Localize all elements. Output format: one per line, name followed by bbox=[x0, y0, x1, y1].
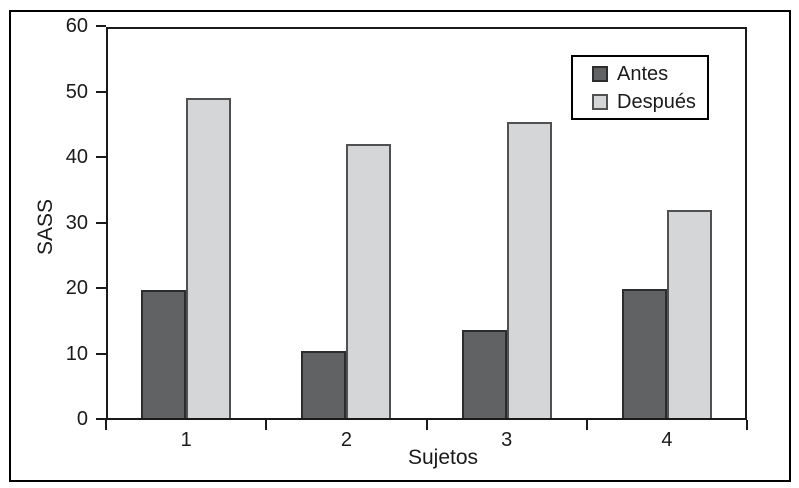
bar-despus-4 bbox=[666, 210, 712, 418]
legend-entry: Antes bbox=[592, 64, 707, 84]
bar-despus-3 bbox=[506, 122, 552, 418]
legend: Antes Después bbox=[571, 55, 709, 120]
bar-antes-2 bbox=[301, 351, 347, 418]
x-axis-tick bbox=[265, 420, 268, 430]
x-tick-label: 3 bbox=[501, 429, 513, 451]
x-axis-tick bbox=[746, 420, 748, 430]
x-axis-tick bbox=[585, 420, 588, 430]
x-axis-tick bbox=[425, 420, 428, 430]
bar-antes-1 bbox=[141, 290, 187, 418]
x-axis-tick bbox=[105, 420, 107, 430]
y-tick-label: 30 bbox=[65, 211, 88, 234]
y-axis-tick bbox=[96, 352, 106, 355]
bar-antes-3 bbox=[461, 330, 507, 418]
y-axis-tick bbox=[96, 418, 106, 420]
legend-label: Antes bbox=[617, 62, 669, 85]
y-axis-title: SASS bbox=[34, 198, 57, 256]
bar-despus-1 bbox=[186, 98, 232, 418]
bar-despus-2 bbox=[346, 144, 392, 418]
y-tick-label: 40 bbox=[65, 146, 88, 168]
x-axis-title: Sujetos bbox=[407, 446, 479, 469]
legend-swatch-icon bbox=[592, 93, 608, 110]
legend-swatch-icon bbox=[592, 65, 608, 82]
bar-antes-4 bbox=[621, 289, 667, 418]
x-tick-label: 1 bbox=[180, 429, 192, 451]
legend-entry: Después bbox=[592, 92, 707, 112]
y-tick-label: 0 bbox=[76, 408, 88, 430]
y-tick-label: 60 bbox=[65, 15, 88, 37]
y-tick-label: 10 bbox=[65, 342, 88, 365]
y-axis-tick bbox=[96, 25, 106, 27]
y-axis-tick bbox=[96, 287, 106, 289]
x-tick-label: 2 bbox=[340, 429, 352, 451]
y-axis-tick bbox=[96, 90, 106, 93]
x-tick-label: 4 bbox=[661, 429, 673, 451]
y-axis-tick bbox=[96, 156, 106, 158]
y-axis-tick bbox=[96, 221, 106, 224]
y-tick-label: 20 bbox=[65, 277, 88, 299]
y-tick-label: 50 bbox=[65, 80, 88, 103]
legend-label: Después bbox=[617, 90, 696, 113]
